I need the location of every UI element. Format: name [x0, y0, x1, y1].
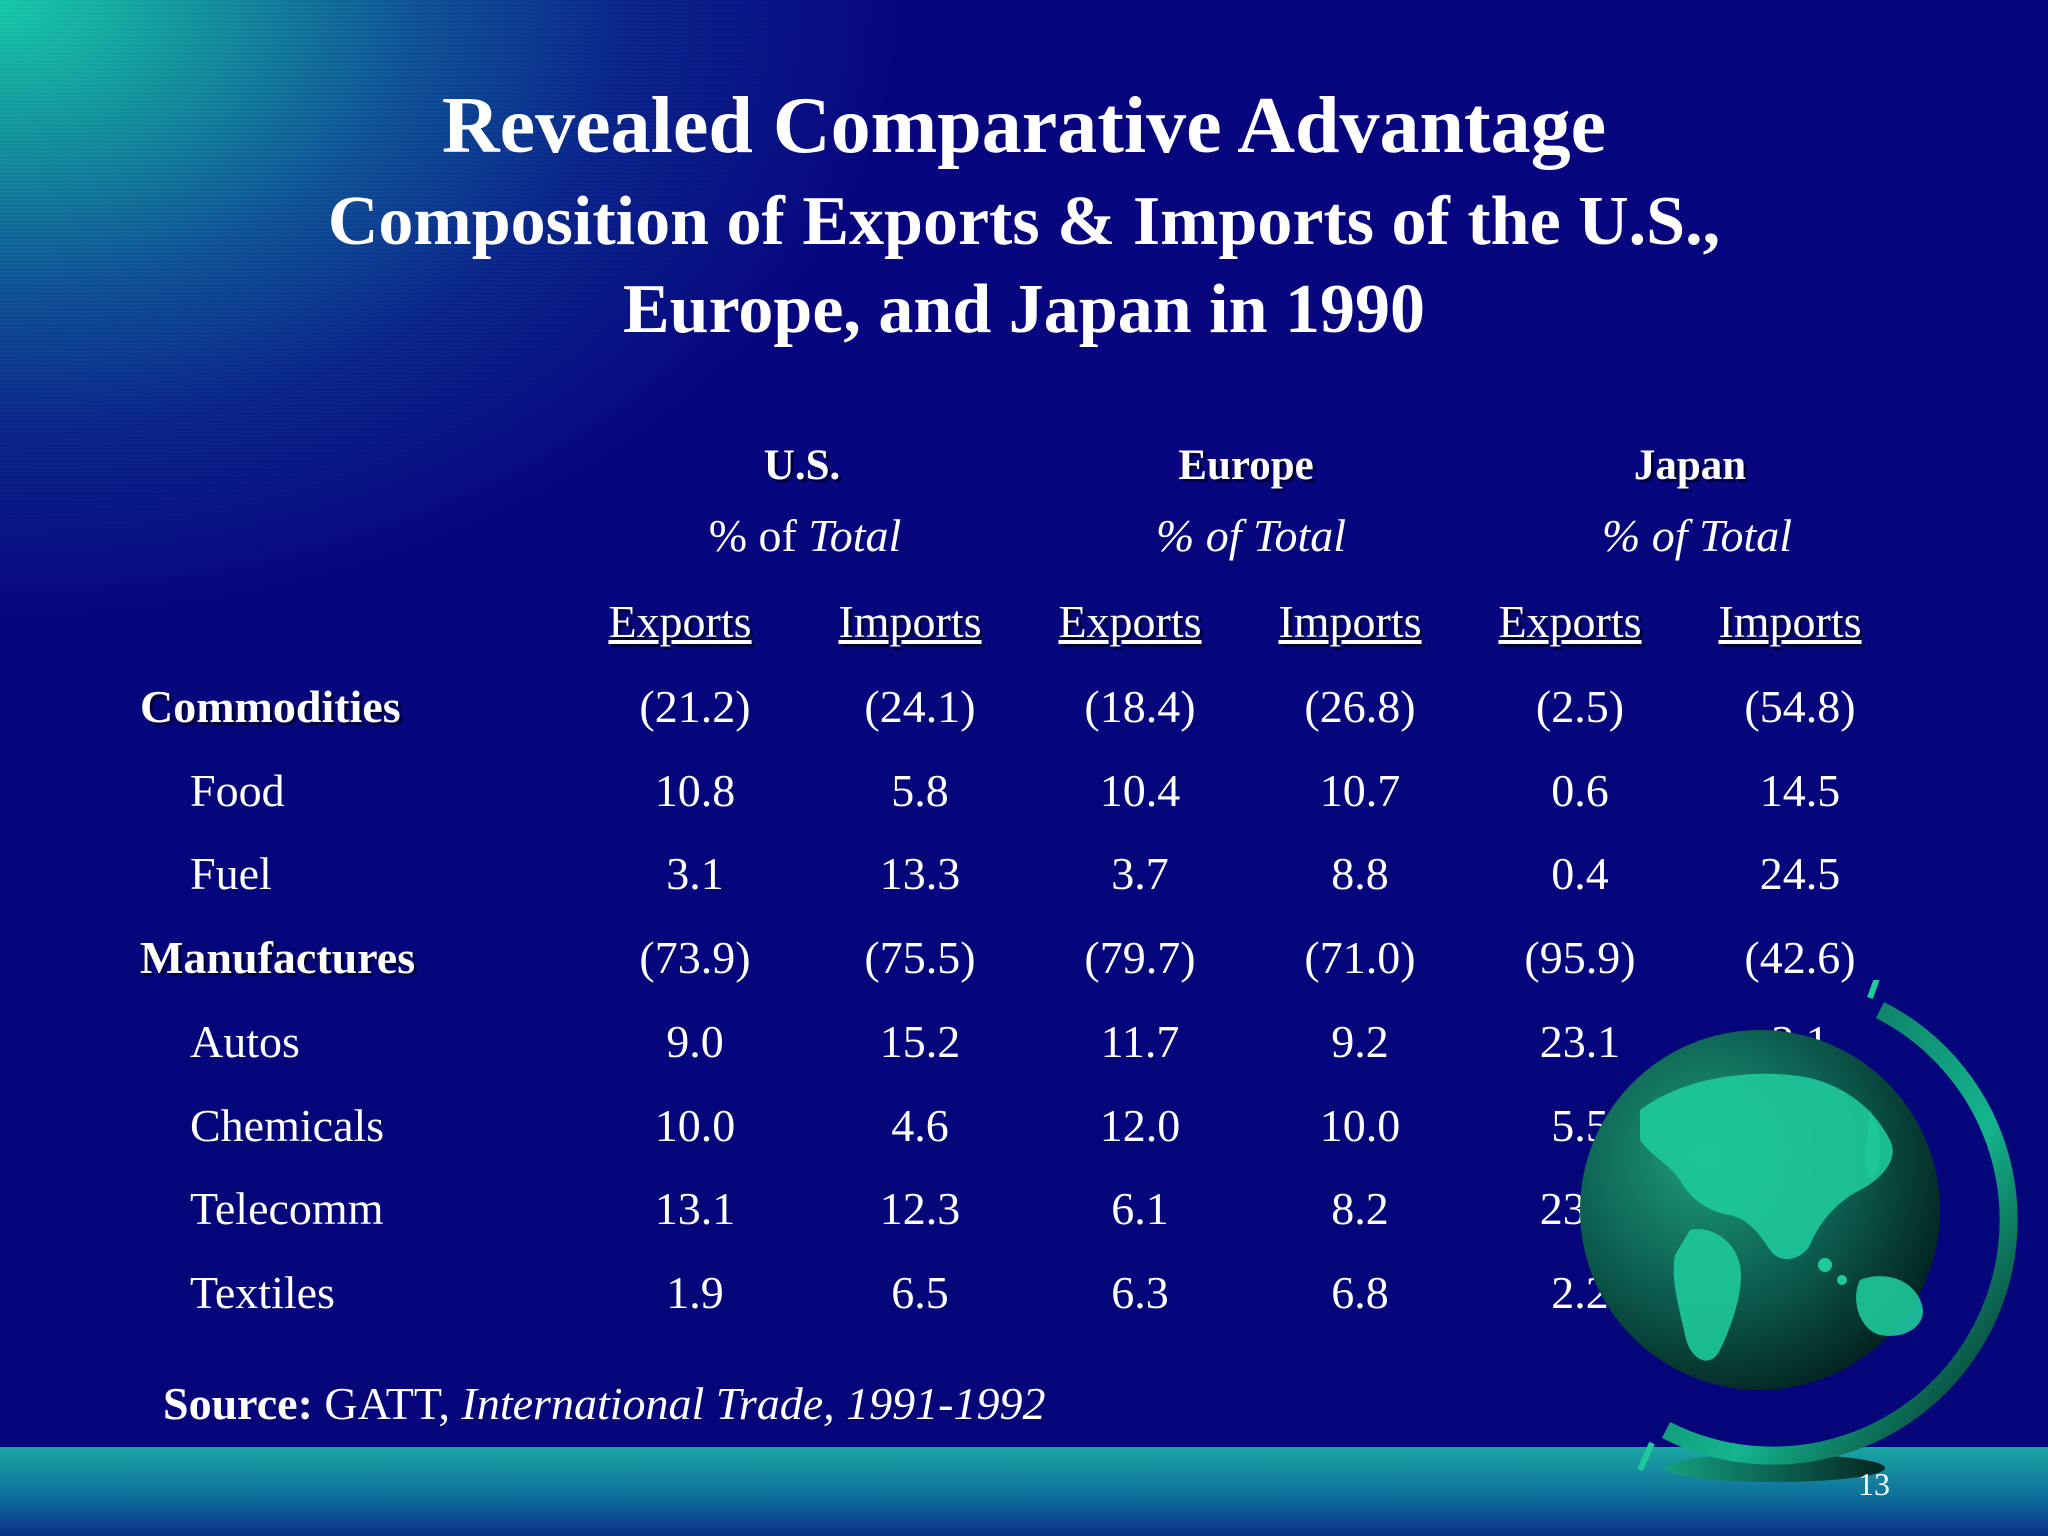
slide-subtitle: Composition of Exports & Imports of the … — [0, 178, 2048, 354]
table-cell: 10.7 — [1319, 765, 1401, 816]
table-cell: 14.5 — [1759, 765, 1841, 816]
table-cell: 1.9 — [666, 1267, 724, 1318]
column-header-japan-imports: Imports — [1718, 596, 1862, 647]
column-header-us-exports: Exports — [608, 596, 752, 647]
source-note: Source: GATT, International Trade, 1991-… — [163, 1374, 1045, 1434]
group-name-europe: Europe — [1178, 442, 1314, 489]
table-cell: 3.1 — [666, 848, 724, 899]
table-cell: 9.2 — [1331, 1016, 1389, 1067]
group-name-us: U.S. — [763, 442, 841, 489]
row-label: Manufactures — [140, 932, 416, 983]
column-header-europe-imports: Imports — [1278, 596, 1422, 647]
table-cell: (54.8) — [1744, 681, 1856, 732]
unit-percent-label: % of — [708, 510, 809, 561]
table-cell: 6.3 — [1111, 1267, 1169, 1318]
unit-total-label: Total — [808, 510, 902, 561]
table-cell: 23.1 — [1539, 1016, 1621, 1067]
source-publication: International Trade, 1991-1992 — [461, 1378, 1046, 1429]
table-cell: 13.1 — [654, 1183, 736, 1234]
table-cell: 9.0 — [666, 1016, 724, 1067]
column-header-us-imports: Imports — [838, 596, 982, 647]
unit-percent-label: % of — [1601, 510, 1700, 561]
table-cell: 10.4 — [1099, 765, 1181, 816]
background-texture — [0, 0, 1100, 780]
table-cell: 6.1 — [1111, 1183, 1169, 1234]
table-cell: 8.8 — [1331, 848, 1389, 899]
row-label: Food — [190, 765, 285, 816]
table-cell: 10.0 — [654, 1100, 736, 1151]
table-cell: 15.2 — [879, 1016, 961, 1067]
table-cell: 10.8 — [654, 765, 736, 816]
row-label: Telecomm — [190, 1183, 384, 1234]
group-unit-us: % of Total — [645, 506, 965, 566]
table-cell: 4.6 — [891, 1100, 949, 1151]
table-cell: 8.2 — [1331, 1183, 1389, 1234]
table-cell: (42.6) — [1744, 932, 1856, 983]
table-cell: (79.7) — [1084, 932, 1196, 983]
table-cell: (21.2) — [639, 681, 751, 732]
column-header-japan-exports: Exports — [1498, 596, 1642, 647]
globe-icon — [1570, 968, 2048, 1500]
table-cell: 11.7 — [1100, 1016, 1180, 1067]
table-cell: 3.7 — [1111, 848, 1169, 899]
page-number: 13 — [1858, 1466, 1890, 1502]
table-cell: 13.3 — [879, 848, 961, 899]
table-cell: 0.4 — [1551, 848, 1609, 899]
table-cell: (75.5) — [864, 932, 976, 983]
table-cell: 0.6 — [1551, 765, 1609, 816]
table-cell: 6.8 — [1331, 1267, 1389, 1318]
table-cell: (73.9) — [639, 932, 751, 983]
source-organization: GATT, — [312, 1378, 462, 1429]
table-cell: 24.5 — [1759, 848, 1841, 899]
table-cell: 6.5 — [891, 1267, 949, 1318]
slide-title: Revealed Comparative Advantage — [441, 82, 1607, 170]
table-cell: (24.1) — [864, 681, 976, 732]
row-label: Commodities — [140, 681, 401, 732]
subtitle-line-2: Europe, and Japan in 1990 — [622, 271, 1426, 348]
source-label: Source: — [163, 1378, 313, 1429]
table-cell: 5.8 — [891, 765, 949, 816]
group-name-japan: Japan — [1633, 442, 1747, 489]
subtitle-line-1: Composition of Exports & Imports of the … — [327, 183, 1721, 260]
table-cell: (26.8) — [1304, 681, 1416, 732]
table-cell: (18.4) — [1084, 681, 1196, 732]
table-cell: 10.0 — [1319, 1100, 1401, 1151]
table-cell: (2.5) — [1535, 681, 1625, 732]
group-unit-europe: % of Total — [1091, 506, 1411, 566]
unit-total-label: Total — [1253, 510, 1347, 561]
row-label: Autos — [190, 1016, 300, 1067]
table-cell: (71.0) — [1304, 932, 1416, 983]
row-label: Fuel — [190, 848, 272, 899]
table-cell: 12.3 — [879, 1183, 961, 1234]
unit-percent-label: % of — [1155, 510, 1254, 561]
table-cell: (95.9) — [1524, 932, 1636, 983]
unit-total-label: Total — [1699, 510, 1793, 561]
group-unit-japan: % of Total — [1537, 506, 1857, 566]
row-label: Chemicals — [190, 1100, 385, 1151]
column-header-europe-exports: Exports — [1058, 596, 1202, 647]
row-label: Textiles — [190, 1267, 335, 1318]
table-cell: 12.0 — [1099, 1100, 1181, 1151]
